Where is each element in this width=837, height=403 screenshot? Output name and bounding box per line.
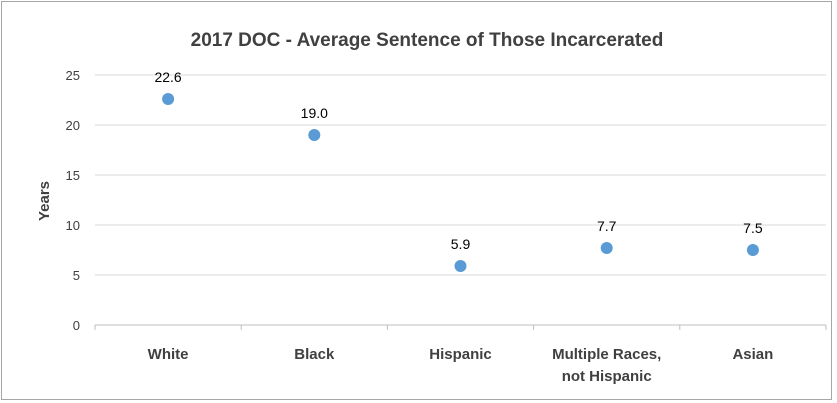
data-labels: 22.6 19.0 5.9 7.7 7.5	[154, 69, 762, 252]
data-points	[162, 93, 759, 272]
x-tick-label: Black	[294, 346, 335, 363]
data-label: 7.7	[597, 218, 617, 234]
y-tick-label: 10	[66, 218, 80, 233]
x-tick-label: White	[148, 346, 189, 363]
data-point	[162, 93, 175, 105]
x-tick-labels: White Black Hispanic Multiple Races, not His…	[148, 346, 774, 385]
x-tick-label: Multiple Races, not Hispanic	[552, 346, 661, 385]
data-point	[600, 242, 613, 254]
data-label: 5.9	[451, 236, 471, 252]
chart-title: 2017 DOC - Average Sentence of Those Inc…	[191, 30, 664, 51]
x-tick-label: Asian	[732, 346, 773, 363]
data-point	[454, 260, 467, 272]
data-label: 19.0	[301, 105, 328, 121]
x-tick-label: Hispanic	[429, 346, 492, 363]
data-label: 7.5	[743, 220, 763, 236]
data-label: 22.6	[154, 69, 181, 85]
gridlines	[95, 74, 826, 276]
y-tick-label: 15	[66, 168, 80, 183]
y-tick-label: 20	[66, 118, 80, 133]
axes	[94, 324, 827, 330]
y-axis-label: Years	[36, 181, 53, 221]
data-point	[308, 129, 321, 141]
y-tick-label: 0	[73, 318, 80, 333]
y-tick-labels: 0 5 10 15 20 25	[66, 68, 80, 333]
y-tick-label: 5	[73, 268, 80, 283]
data-point	[746, 244, 759, 256]
y-tick-label: 25	[66, 68, 80, 83]
